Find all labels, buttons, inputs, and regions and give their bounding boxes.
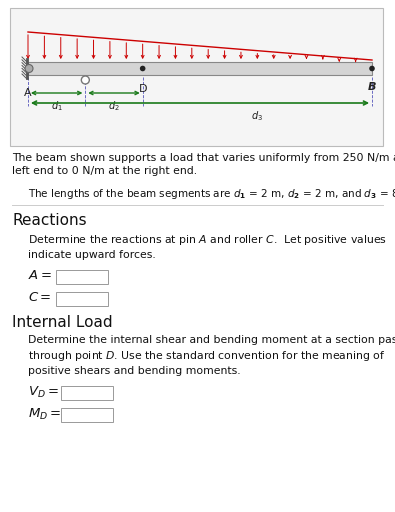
Text: A: A xyxy=(24,88,32,98)
Text: Reactions: Reactions xyxy=(12,213,87,228)
Bar xyxy=(56,270,108,284)
Circle shape xyxy=(369,66,375,71)
Text: Internal Load: Internal Load xyxy=(12,315,113,330)
Bar xyxy=(56,292,108,306)
Text: $\it{d}_2$: $\it{d}_2$ xyxy=(108,99,120,113)
Text: $\it{d}_3$: $\it{d}_3$ xyxy=(251,109,263,123)
Text: The beam shown supports a load that varies uniformly from 250 N/m at the
left en: The beam shown supports a load that vari… xyxy=(12,153,395,176)
Circle shape xyxy=(25,65,33,73)
Text: $\mathit{A}=$: $\mathit{A}=$ xyxy=(28,269,52,282)
Circle shape xyxy=(140,66,145,71)
Bar xyxy=(10,8,383,146)
Bar xyxy=(61,408,113,422)
Text: B: B xyxy=(368,82,376,92)
Text: Determine the internal shear and bending moment at a section passing
through poi: Determine the internal shear and bending… xyxy=(28,335,395,376)
Text: D: D xyxy=(138,84,147,94)
Text: $M_D=$: $M_D=$ xyxy=(28,407,61,422)
Text: $\it{d}_1$: $\it{d}_1$ xyxy=(51,99,62,113)
Text: Determine the reactions at pin $\mathit{A}$ and roller $\mathit{C}$.  Let positi: Determine the reactions at pin $\mathit{… xyxy=(28,233,387,260)
Text: $\mathit{C}=$: $\mathit{C}=$ xyxy=(28,291,51,304)
Circle shape xyxy=(81,76,89,84)
Text: The lengths of the beam segments are $\mathbf{\mathit{d}}_\mathbf{1}$ = 2 m, $\m: The lengths of the beam segments are $\m… xyxy=(28,187,395,201)
Bar xyxy=(61,386,113,400)
Text: $V_D=$: $V_D=$ xyxy=(28,385,59,400)
Bar xyxy=(28,62,372,75)
